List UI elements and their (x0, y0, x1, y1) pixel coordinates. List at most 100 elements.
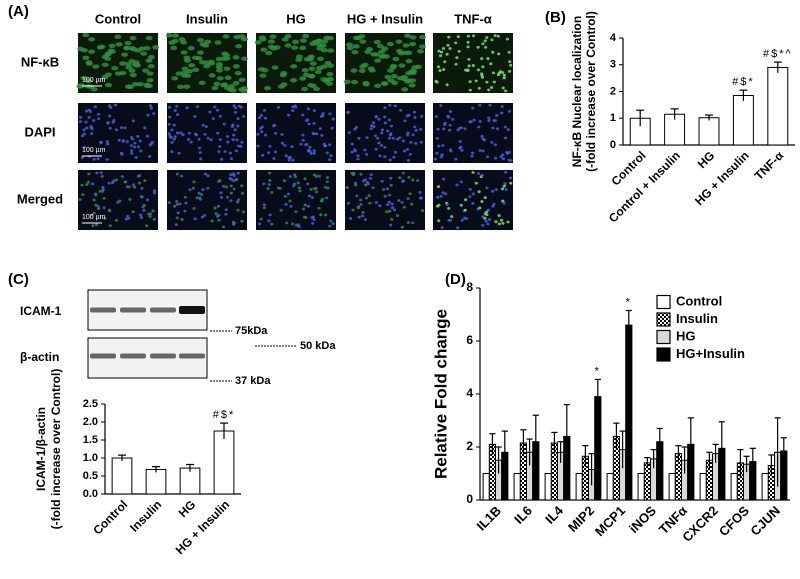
cell (108, 114, 112, 118)
cell (390, 74, 398, 79)
cell (392, 208, 397, 212)
cell (500, 105, 504, 108)
blot-band (179, 353, 205, 359)
cell (434, 79, 438, 83)
cell (197, 137, 201, 141)
cell (411, 133, 415, 137)
cell (211, 117, 215, 120)
cell (441, 191, 445, 195)
cell (505, 151, 509, 154)
cell (306, 204, 311, 208)
cell (101, 62, 109, 67)
cell (240, 219, 244, 223)
cell (147, 55, 155, 60)
cell (285, 221, 289, 225)
y-tick-label: 6 (466, 333, 473, 347)
cell (87, 116, 91, 119)
cell (120, 151, 124, 155)
cell (148, 104, 153, 108)
cell (221, 184, 226, 188)
cell (496, 73, 501, 77)
cell (312, 109, 316, 112)
cell (312, 132, 316, 136)
cell (92, 198, 96, 202)
x-tick-label: MCP1 (592, 503, 628, 539)
cell (486, 222, 490, 226)
cell (85, 183, 89, 187)
cell (486, 155, 490, 159)
cell (231, 220, 235, 224)
cell (179, 131, 183, 135)
cell (312, 173, 317, 177)
cell (301, 68, 309, 73)
cell (128, 68, 136, 73)
cell (359, 172, 363, 176)
cell (308, 145, 312, 149)
cell (353, 181, 357, 185)
cell (143, 45, 151, 51)
cell (192, 207, 196, 210)
cell (262, 109, 267, 112)
y-tick-label: 1 (610, 112, 616, 124)
cell (268, 213, 272, 217)
cell (360, 214, 365, 218)
cell (489, 86, 494, 89)
cell (317, 56, 325, 61)
cell (145, 224, 149, 228)
cell (506, 128, 510, 132)
cell (265, 50, 273, 56)
cell (216, 204, 221, 208)
cell (346, 111, 350, 114)
cell (365, 152, 369, 156)
cell (145, 35, 153, 41)
cell (232, 179, 236, 182)
cell (417, 49, 425, 54)
bar (699, 473, 707, 501)
cell (286, 113, 291, 117)
y-tick-label: 1.5 (83, 434, 98, 446)
cell (359, 39, 367, 44)
cell (266, 187, 270, 190)
cell (85, 126, 89, 130)
cell (232, 81, 240, 86)
cell (233, 128, 237, 132)
cell (383, 155, 387, 159)
cell (401, 87, 409, 92)
cell (358, 68, 366, 74)
panel-label: (A) (8, 3, 29, 20)
cell (480, 173, 484, 177)
cell (198, 60, 206, 65)
cell (92, 157, 96, 161)
cell (106, 142, 110, 146)
cell (324, 213, 328, 217)
cell (199, 42, 207, 47)
cell (401, 139, 406, 143)
cell (183, 58, 191, 63)
cell (447, 128, 452, 132)
cell (402, 149, 407, 153)
cell (408, 192, 412, 196)
cell (389, 65, 397, 70)
cell (463, 216, 467, 220)
cell (324, 144, 328, 148)
cell (88, 37, 96, 42)
cell (188, 188, 192, 192)
cell (93, 105, 97, 109)
cell (347, 131, 351, 135)
cell (143, 179, 147, 183)
bar (111, 457, 133, 495)
y-tick-label: 1.0 (83, 452, 98, 464)
cell (487, 119, 491, 122)
legend-swatch (656, 329, 671, 345)
cell (130, 136, 134, 139)
cell (369, 173, 373, 176)
cell (477, 172, 481, 175)
cell (502, 201, 506, 205)
cell (124, 40, 132, 46)
cell (306, 182, 310, 186)
cell (236, 171, 240, 175)
cell (78, 115, 83, 119)
cell (236, 117, 240, 121)
legend-label: Control (676, 293, 722, 308)
cell (320, 134, 324, 137)
